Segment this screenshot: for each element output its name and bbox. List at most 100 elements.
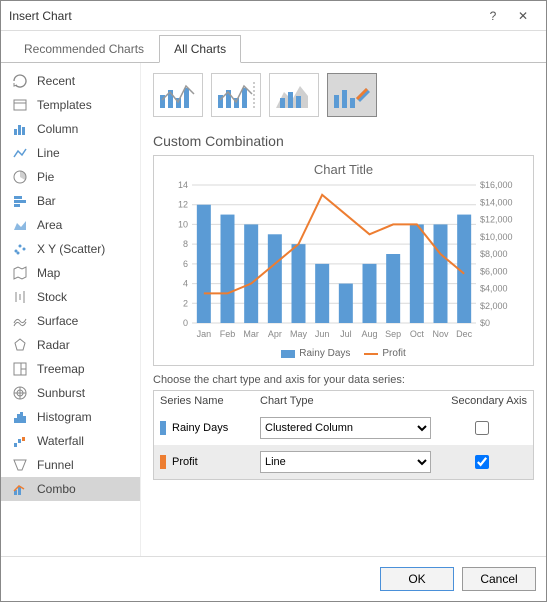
series-row: Rainy Days Clustered ColumnLine [154, 411, 533, 445]
chart-legend: Rainy Days Profit [160, 348, 527, 359]
legend-series-1: Rainy Days [299, 348, 350, 359]
sidebar-item-label: Pie [37, 170, 54, 184]
series-name-label: Rainy Days [172, 422, 228, 434]
sidebar-item-label: Surface [37, 314, 78, 328]
header-series-name: Series Name [160, 395, 260, 407]
funnel-icon [11, 457, 29, 473]
line-icon [11, 145, 29, 161]
header-chart-type: Chart Type [260, 395, 437, 407]
svg-text:8: 8 [183, 239, 188, 249]
svg-text:0: 0 [183, 318, 188, 328]
chart-type-select[interactable]: Clustered ColumnLine [260, 417, 431, 439]
treemap-icon [11, 361, 29, 377]
sidebar-item-pie[interactable]: Pie [1, 165, 140, 189]
sunburst-icon [11, 385, 29, 401]
svg-text:Aug: Aug [361, 329, 377, 339]
svg-text:$10,000: $10,000 [480, 232, 513, 242]
sidebar-item-label: Histogram [37, 410, 92, 424]
svg-text:Feb: Feb [220, 329, 236, 339]
tab-all-charts[interactable]: All Charts [159, 35, 241, 63]
waterfall-icon [11, 433, 29, 449]
svg-text:10: 10 [178, 219, 188, 229]
svg-text:14: 14 [178, 181, 188, 190]
series-name-label: Profit [172, 456, 198, 468]
sidebar-item-x-y-scatter-[interactable]: X Y (Scatter) [1, 237, 140, 261]
templates-icon [11, 97, 29, 113]
dialog-footer: OK Cancel [1, 556, 546, 601]
sidebar-item-label: Funnel [37, 458, 74, 472]
header-secondary-axis: Secondary Axis [437, 395, 527, 407]
sidebar-item-map[interactable]: Map [1, 261, 140, 285]
svg-text:$12,000: $12,000 [480, 215, 513, 225]
combo-thumb-1[interactable] [153, 73, 203, 117]
stock-icon [11, 289, 29, 305]
sidebar-item-histogram[interactable]: Histogram [1, 405, 140, 429]
svg-text:2: 2 [183, 298, 188, 308]
sidebar-item-label: Sunburst [37, 386, 85, 400]
sidebar-item-label: Column [37, 122, 78, 136]
sidebar-item-area[interactable]: Area [1, 213, 140, 237]
combo-thumb-2[interactable] [211, 73, 261, 117]
svg-text:Apr: Apr [268, 329, 282, 339]
dialog-title: Insert Chart [9, 9, 478, 23]
svg-text:Sep: Sep [385, 329, 401, 339]
chart-type-select[interactable]: Clustered ColumnLine [260, 451, 431, 473]
sidebar-item-sunburst[interactable]: Sunburst [1, 381, 140, 405]
svg-text:Jul: Jul [340, 329, 352, 339]
series-row: Profit Clustered ColumnLine [154, 445, 533, 479]
sidebar-item-combo[interactable]: Combo [1, 477, 140, 501]
chart-type-sidebar: Recent Templates Column Line Pie Bar Area X Y (… [1, 63, 141, 556]
svg-text:$16,000: $16,000 [480, 181, 513, 190]
sidebar-item-stock[interactable]: Stock [1, 285, 140, 309]
sidebar-item-radar[interactable]: Radar [1, 333, 140, 357]
combo-thumb-3[interactable] [269, 73, 319, 117]
combo-icon [11, 481, 29, 497]
sidebar-item-funnel[interactable]: Funnel [1, 453, 140, 477]
svg-text:May: May [290, 329, 308, 339]
column-icon [11, 121, 29, 137]
sidebar-item-label: Map [37, 266, 60, 280]
cancel-button[interactable]: Cancel [462, 567, 536, 591]
combo-section-title: Custom Combination [153, 133, 534, 149]
pie-icon [11, 169, 29, 185]
sidebar-item-surface[interactable]: Surface [1, 309, 140, 333]
sidebar-item-bar[interactable]: Bar [1, 189, 140, 213]
svg-text:Dec: Dec [456, 329, 473, 339]
sidebar-item-recent[interactable]: Recent [1, 69, 140, 93]
sidebar-item-column[interactable]: Column [1, 117, 140, 141]
surface-icon [11, 313, 29, 329]
ok-button[interactable]: OK [380, 567, 454, 591]
legend-series-2: Profit [382, 348, 405, 359]
sidebar-item-line[interactable]: Line [1, 141, 140, 165]
sidebar-item-label: X Y (Scatter) [37, 242, 105, 256]
svg-text:$2,000: $2,000 [480, 301, 508, 311]
sidebar-item-label: Treemap [37, 362, 85, 376]
sidebar-item-label: Radar [37, 338, 70, 352]
help-icon[interactable]: ? [478, 4, 508, 28]
sidebar-item-label: Bar [37, 194, 56, 208]
sidebar-item-waterfall[interactable]: Waterfall [1, 429, 140, 453]
tab-recommended[interactable]: Recommended Charts [9, 35, 159, 63]
svg-text:12: 12 [178, 200, 188, 210]
series-marker-icon [160, 421, 166, 435]
secondary-axis-checkbox[interactable] [475, 421, 489, 435]
sidebar-item-label: Recent [37, 74, 75, 88]
series-grid: Series Name Chart Type Secondary Axis Ra… [153, 390, 534, 480]
secondary-axis-checkbox[interactable] [475, 455, 489, 469]
svg-text:Oct: Oct [410, 329, 425, 339]
map-icon [11, 265, 29, 281]
sidebar-item-label: Line [37, 146, 60, 160]
bar-icon [11, 193, 29, 209]
sidebar-item-templates[interactable]: Templates [1, 93, 140, 117]
chart-title: Chart Title [160, 162, 527, 177]
combo-thumb-custom[interactable] [327, 73, 377, 117]
svg-text:$8,000: $8,000 [480, 249, 508, 259]
tab-strip: Recommended Charts All Charts [1, 31, 546, 63]
svg-text:6: 6 [183, 259, 188, 269]
sidebar-item-treemap[interactable]: Treemap [1, 357, 140, 381]
svg-text:Mar: Mar [243, 329, 259, 339]
svg-text:Nov: Nov [432, 329, 449, 339]
close-icon[interactable]: ✕ [508, 4, 538, 28]
svg-text:$4,000: $4,000 [480, 284, 508, 294]
main-panel: Custom Combination Chart Title 024681012… [141, 63, 546, 556]
